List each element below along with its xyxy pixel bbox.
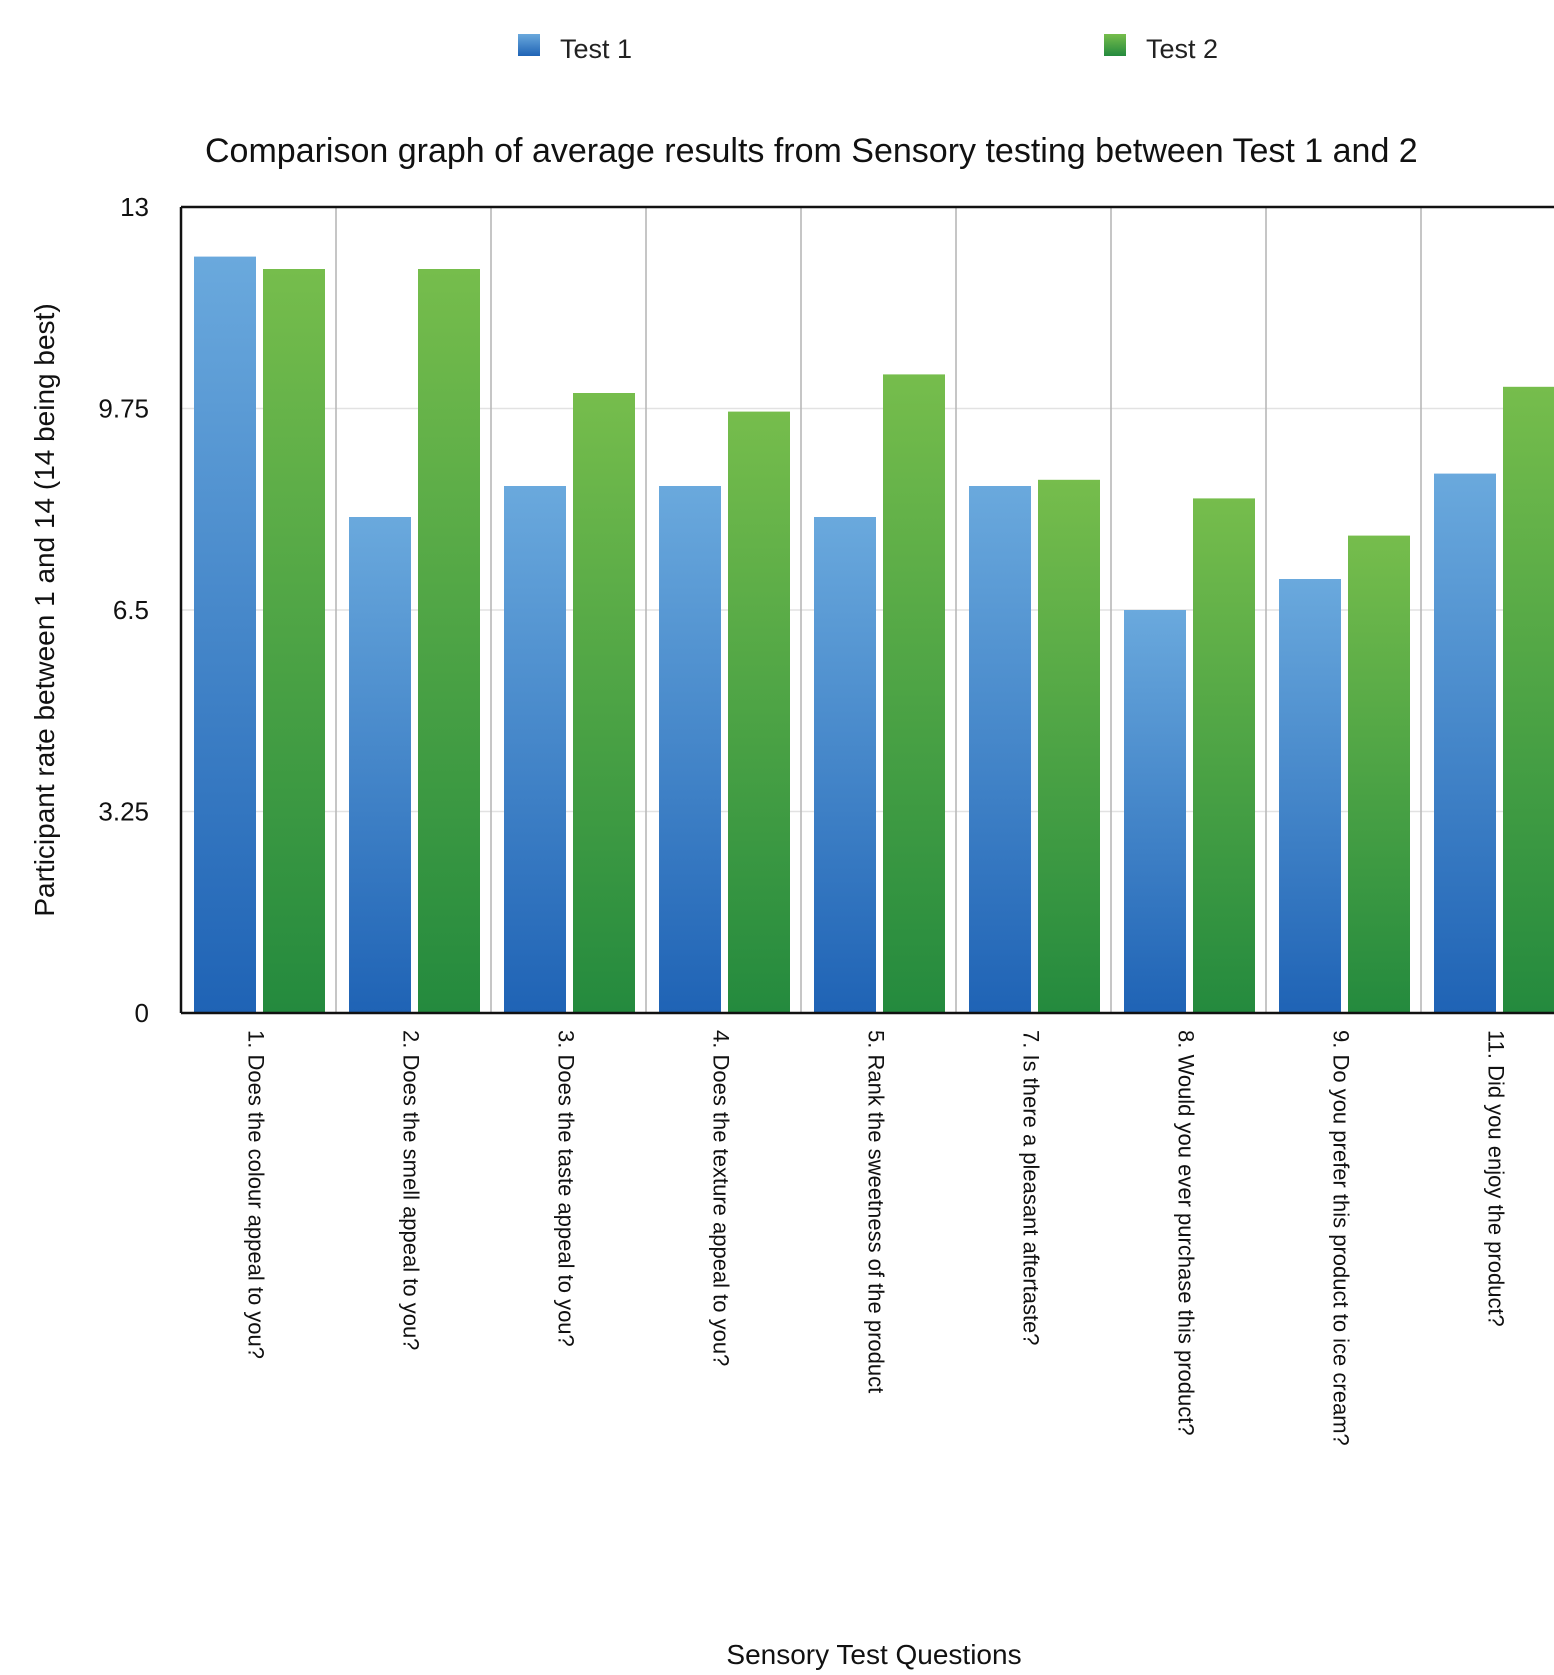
x-axis-category-labels: 1. Does the colour appeal to you? 2. Does… [244,1030,1509,1446]
x-category-label: 1. Does the colour appeal to you? [244,1030,269,1359]
x-category-label: 5. Rank the sweetness of the product [864,1030,889,1393]
bar-test-1 [1279,579,1341,1013]
bar-test-2 [1503,386,1554,1013]
legend-label-test-2: Test 2 [1146,34,1218,64]
x-category-label: 11. Did you enjoy the product? [1484,1030,1509,1327]
x-category-label: 9. Do you prefer this product to ice cre… [1329,1030,1354,1446]
y-tick-label: 6.5 [113,595,149,625]
bar-test-2 [573,393,635,1013]
y-axis-title: Participant rate between 1 and 14 (14 be… [29,303,60,916]
bar-test-2 [1038,479,1100,1013]
x-axis-title: Sensory Test Questions [726,1639,1021,1670]
bar-test-1 [1434,473,1496,1014]
y-tick-label: 0 [135,998,149,1028]
bar-test-2 [1193,498,1255,1013]
bar-test-1 [1124,610,1186,1013]
bar-test-2 [263,269,325,1013]
bars [194,256,1554,1014]
bar-test-1 [659,486,721,1013]
legend-swatch-test-2 [1104,34,1126,56]
bar-test-1 [814,517,876,1013]
chart-legend: Test 1 Test 2 [518,34,1218,64]
y-tick-label: 9.75 [98,394,149,424]
y-tick-label: 3.25 [98,797,149,827]
bar-test-2 [728,411,790,1014]
chart-title: Comparison graph of average results from… [205,132,1418,170]
y-axis-ticks: 0 3.25 6.5 9.75 13 [98,192,149,1028]
bar-test-1 [969,486,1031,1013]
legend-label-test-1: Test 1 [560,34,632,64]
bar-test-2 [883,374,945,1013]
x-category-label: 8. Would you ever purchase this product? [1174,1030,1199,1436]
x-category-label: 2. Does the smell appeal to you? [399,1030,424,1350]
bar-test-2 [1348,535,1410,1013]
legend-swatch-test-1 [518,34,540,56]
x-category-label: 3. Does the taste appeal to you? [554,1030,579,1347]
y-tick-label: 13 [120,192,149,222]
bar-test-1 [194,256,256,1014]
axes [179,205,1554,1015]
x-category-label: 4. Does the texture appeal to you? [709,1030,734,1366]
bar-test-2 [418,269,480,1013]
bar-test-1 [349,517,411,1013]
bar-test-1 [504,486,566,1013]
x-category-label: 7. Is there a pleasant aftertaste? [1019,1030,1044,1346]
